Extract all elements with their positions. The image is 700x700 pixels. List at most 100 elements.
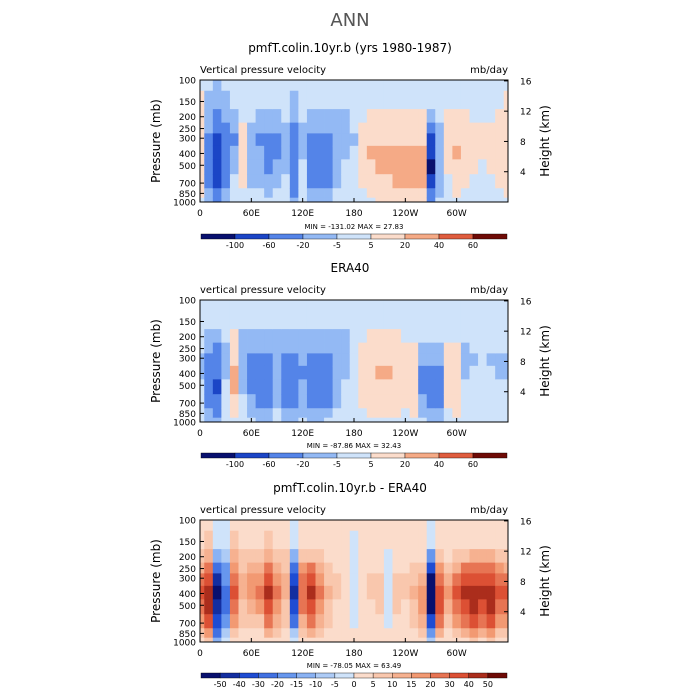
colorbar-label: -30 xyxy=(252,680,265,689)
field-cell xyxy=(264,562,274,574)
field-cell xyxy=(349,585,359,600)
field-cell xyxy=(418,394,428,409)
field-cell xyxy=(401,614,411,629)
field-cell xyxy=(281,585,291,600)
field-cell xyxy=(478,530,488,550)
field-cell xyxy=(478,394,488,409)
colorbar-box xyxy=(268,233,304,240)
field-cell xyxy=(392,90,402,110)
field-cell xyxy=(306,133,316,147)
ytick-label: 400 xyxy=(179,370,196,380)
field-cell xyxy=(229,133,239,147)
field-cell xyxy=(452,90,462,110)
field-cell xyxy=(315,133,325,147)
field-cell xyxy=(452,122,462,134)
field-cell xyxy=(443,122,453,134)
field-cell xyxy=(200,310,205,330)
field-cell xyxy=(281,614,291,629)
field-cell xyxy=(486,90,496,110)
field-cell xyxy=(401,90,411,110)
field-cell xyxy=(306,585,316,600)
field-cell xyxy=(409,379,419,395)
field-cell xyxy=(264,365,274,380)
field-cell xyxy=(452,342,462,354)
field-cell xyxy=(478,599,488,615)
field-cell xyxy=(238,353,248,367)
field-cell xyxy=(418,300,428,312)
field-cell xyxy=(435,573,445,587)
field-cell xyxy=(306,628,316,639)
height-tick-label: 8 xyxy=(520,358,526,368)
field-cell xyxy=(469,394,479,409)
field-cell xyxy=(264,109,274,124)
field-cell xyxy=(289,197,299,203)
field-cell xyxy=(229,549,239,564)
height-tick-label: 8 xyxy=(520,138,526,148)
field-cell xyxy=(401,585,411,600)
field-cell xyxy=(255,353,265,367)
field-cell xyxy=(315,174,325,189)
field-cell xyxy=(460,637,470,643)
field-cell xyxy=(358,573,368,587)
field-cell xyxy=(401,365,411,380)
field-cell xyxy=(324,549,334,564)
field-cell xyxy=(409,408,419,419)
field-cell xyxy=(495,353,505,367)
field-cell xyxy=(486,342,496,354)
field-cell xyxy=(264,159,274,175)
field-cell xyxy=(324,310,334,330)
field-cell xyxy=(221,530,231,550)
field-cell xyxy=(281,417,291,423)
field-cell xyxy=(298,585,308,600)
field-cell xyxy=(229,530,239,550)
y-axis-right-label: Height (km) xyxy=(538,545,552,616)
field-cell xyxy=(349,353,359,367)
xtick-label: 60E xyxy=(243,209,260,219)
field-cell xyxy=(486,379,496,395)
colorbar-label: -5 xyxy=(333,460,341,469)
field-cell xyxy=(443,133,453,147)
field-cell xyxy=(452,379,462,395)
field-cell xyxy=(358,122,368,134)
ytick-label: 100 xyxy=(179,297,196,307)
field-cell xyxy=(435,329,445,344)
field-cell xyxy=(298,90,308,110)
field-cell xyxy=(366,342,376,354)
field-cell xyxy=(306,379,316,395)
field-cell xyxy=(375,379,385,395)
field-cell xyxy=(204,585,214,600)
colorbar-box xyxy=(336,452,372,459)
field-cell xyxy=(418,585,428,600)
field-cell xyxy=(306,145,316,160)
ytick-label: 300 xyxy=(179,355,196,365)
field-cell xyxy=(409,365,419,380)
field-cell xyxy=(349,109,359,124)
field-cell xyxy=(503,379,509,395)
field-cell xyxy=(306,530,316,550)
field-cell xyxy=(460,90,470,110)
field-cell xyxy=(238,549,248,564)
height-tick-label: 8 xyxy=(520,578,526,588)
field-cell xyxy=(332,353,342,367)
xtick-label: 120E xyxy=(291,209,314,219)
colorbar-label: -15 xyxy=(290,680,303,689)
field-cell xyxy=(332,133,342,147)
field-cell xyxy=(503,133,509,147)
field-cell xyxy=(418,365,428,380)
colorbar-label: -100 xyxy=(226,241,244,250)
field-cell xyxy=(426,197,436,203)
field-cell xyxy=(469,530,479,550)
field-cell xyxy=(375,573,385,587)
field-cell xyxy=(332,122,342,134)
field-cell xyxy=(426,562,436,574)
colorbar: -100 -60 -20 -5 5 20 40 60 xyxy=(200,233,508,250)
field-cell xyxy=(349,80,359,92)
field-cell xyxy=(229,310,239,330)
field-cell xyxy=(212,329,222,344)
field-cell xyxy=(238,109,248,124)
field-cell xyxy=(349,174,359,189)
field-cell xyxy=(332,174,342,189)
field-cell xyxy=(478,342,488,354)
height-tick-label: 16 xyxy=(520,297,532,307)
colorbar-label: -20 xyxy=(271,680,284,689)
